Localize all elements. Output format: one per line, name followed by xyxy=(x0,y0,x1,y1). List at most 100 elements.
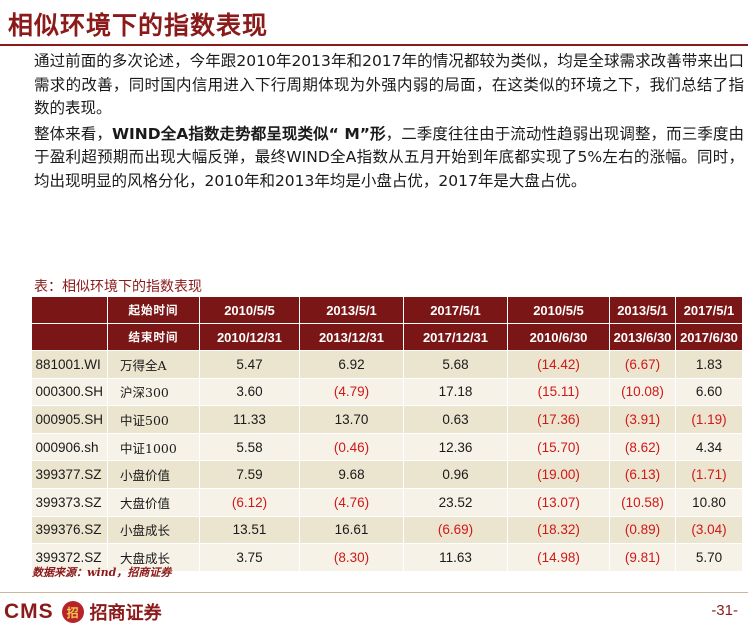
return-value-cell: 1.83 xyxy=(675,350,743,379)
start-date-cell: 2010/5/5 xyxy=(199,296,300,324)
return-value-cell: 17.18 xyxy=(403,378,508,407)
index-code-cell: 000300.SH xyxy=(31,378,108,407)
paragraph-2-rest: ，二季度往往由于流动性趋弱出现调整，而三季度由于盈利超预期而出现大幅反弹，最终W… xyxy=(34,124,744,190)
return-value-cell: (9.81) xyxy=(609,543,676,572)
return-value-cell: 23.52 xyxy=(403,488,508,517)
return-value-cell: 5.70 xyxy=(675,543,743,572)
return-value-cell: (15.11) xyxy=(507,378,610,407)
table-row: 399373.SZ 大盘价值 (6.12) (4.76) 23.52 (13.07) (10… xyxy=(31,488,743,517)
end-date-cell: 2013/6/30 xyxy=(609,323,676,351)
return-value-cell: (14.98) xyxy=(507,543,610,572)
return-value-cell: 13.70 xyxy=(299,405,404,434)
return-value-cell: (8.30) xyxy=(299,543,404,572)
return-value-cell: 5.68 xyxy=(403,350,508,379)
return-value-cell: (4.76) xyxy=(299,488,404,517)
return-value-cell: (0.89) xyxy=(609,516,676,545)
index-name-cell: 大盘成长 xyxy=(107,543,200,572)
return-value-cell: (1.19) xyxy=(675,405,743,434)
paragraph-1: 通过前面的多次论述，今年跟2010年2013年和2017年的情况都较为类似，均是… xyxy=(34,52,744,117)
index-code-cell: 399372.SZ xyxy=(31,543,108,572)
end-date-cell: 2010/12/31 xyxy=(199,323,300,351)
start-date-cell: 2017/5/1 xyxy=(403,296,508,324)
return-value-cell: (8.62) xyxy=(609,433,676,462)
paragraph-2-lead: 整体来看， xyxy=(34,124,112,143)
end-date-cell: 2010/6/30 xyxy=(507,323,610,351)
paragraph-2: 整体来看，WIND全A指数走势都呈现类似“ M”形，二季度往往由于流动性趋弱出现… xyxy=(34,123,744,194)
start-date-cell: 2013/5/1 xyxy=(299,296,404,324)
title-divider xyxy=(0,44,748,46)
table-caption: 表：相似环境下的指数表现 xyxy=(34,279,202,295)
logo-company-name: 招商证券 xyxy=(89,603,162,624)
return-value-cell: 6.92 xyxy=(299,350,404,379)
return-value-cell: 11.33 xyxy=(199,405,300,434)
return-value-cell: (17.36) xyxy=(507,405,610,434)
start-date-cell: 2010/5/5 xyxy=(507,296,610,324)
table-row: 881001.WI 万得全A 5.47 6.92 5.68 (14.42) (6.67) 1.… xyxy=(31,350,743,379)
table-row: 000905.SH 中证500 11.33 13.70 0.63 (17.36) (3.91… xyxy=(31,405,743,434)
return-value-cell: 0.63 xyxy=(403,405,508,434)
end-date-row: 结束时间 2010/12/31 2013/12/31 2017/12/31 20… xyxy=(31,323,743,351)
index-performance-table: 起始时间 2010/5/5 2013/5/1 2017/5/1 2010/5/5… xyxy=(31,296,743,572)
table-row: 399376.SZ 小盘成长 13.51 16.61 (6.69) (18.32) (0.8… xyxy=(31,516,743,545)
index-code-cell: 881001.WI xyxy=(31,350,108,379)
return-value-cell: (3.91) xyxy=(609,405,676,434)
end-date-cell: 2013/12/31 xyxy=(299,323,404,351)
return-value-cell: 12.36 xyxy=(403,433,508,462)
company-logo: CMS 招 招商证券 xyxy=(4,598,162,626)
table-row: 000300.SH 沪深300 3.60 (4.79) 17.18 (15.11) (10.… xyxy=(31,378,743,407)
return-value-cell: (19.00) xyxy=(507,460,610,489)
logo-seal-icon: 招 xyxy=(61,601,84,623)
index-name-cell: 沪深300 xyxy=(107,378,200,407)
end-date-cell: 2017/6/30 xyxy=(675,323,743,351)
return-value-cell: (6.12) xyxy=(199,488,300,517)
page-number: -31- xyxy=(711,602,738,619)
return-value-cell: 4.34 xyxy=(675,433,743,462)
return-value-cell: 3.75 xyxy=(199,543,300,572)
return-value-cell: 10.80 xyxy=(675,488,743,517)
return-value-cell: (6.69) xyxy=(403,516,508,545)
header-corner xyxy=(31,296,108,324)
index-code-cell: 399377.SZ xyxy=(31,460,108,489)
return-value-cell: (18.32) xyxy=(507,516,610,545)
footer-divider xyxy=(0,592,748,593)
index-name-cell: 大盘价值 xyxy=(107,488,200,517)
return-value-cell: 16.61 xyxy=(299,516,404,545)
return-value-cell: 6.60 xyxy=(675,378,743,407)
start-date-cell: 2017/5/1 xyxy=(675,296,743,324)
return-value-cell: 13.51 xyxy=(199,516,300,545)
index-code-cell: 000906.sh xyxy=(31,433,108,462)
index-name-cell: 中证1000 xyxy=(107,433,200,462)
return-value-cell: (4.79) xyxy=(299,378,404,407)
data-source-note: 数据来源：wind，招商证券 xyxy=(32,566,172,579)
table-row: 000906.sh 中证1000 5.58 (0.46) 12.36 (15.70) (8.… xyxy=(31,433,743,462)
body-text: 通过前面的多次论述，今年跟2010年2013年和2017年的情况都较为类似，均是… xyxy=(34,50,744,193)
return-value-cell: (10.58) xyxy=(609,488,676,517)
return-value-cell: (0.46) xyxy=(299,433,404,462)
return-value-cell: (6.67) xyxy=(609,350,676,379)
header-corner xyxy=(31,323,108,351)
return-value-cell: 9.68 xyxy=(299,460,404,489)
table-row: 399377.SZ 小盘价值 7.59 9.68 0.96 (19.00) (6.13) (1… xyxy=(31,460,743,489)
page-title: 相似环境下的指数表现 xyxy=(8,11,269,40)
return-value-cell: (3.04) xyxy=(675,516,743,545)
start-date-cell: 2013/5/1 xyxy=(609,296,676,324)
return-value-cell: (1.71) xyxy=(675,460,743,489)
paragraph-2-highlight: WIND全A指数走势都呈现类似“ M”形 xyxy=(111,124,386,143)
table-body: 881001.WI 万得全A 5.47 6.92 5.68 (14.42) (6.67) 1.… xyxy=(31,350,743,572)
index-name-cell: 万得全A xyxy=(107,350,200,379)
return-value-cell: (14.42) xyxy=(507,350,610,379)
start-date-row: 起始时间 2010/5/5 2013/5/1 2017/5/1 2010/5/5… xyxy=(31,296,743,324)
return-value-cell: 5.58 xyxy=(199,433,300,462)
logo-cms-text: CMS xyxy=(4,600,54,623)
return-value-cell: (15.70) xyxy=(507,433,610,462)
return-value-cell: 11.63 xyxy=(403,543,508,572)
return-value-cell: 0.96 xyxy=(403,460,508,489)
return-value-cell: (6.13) xyxy=(609,460,676,489)
index-name-cell: 小盘价值 xyxy=(107,460,200,489)
index-code-cell: 399373.SZ xyxy=(31,488,108,517)
return-value-cell: 5.47 xyxy=(199,350,300,379)
return-value-cell: 7.59 xyxy=(199,460,300,489)
end-date-cell: 2017/12/31 xyxy=(403,323,508,351)
end-time-label: 结束时间 xyxy=(107,323,200,351)
index-code-cell: 000905.SH xyxy=(31,405,108,434)
